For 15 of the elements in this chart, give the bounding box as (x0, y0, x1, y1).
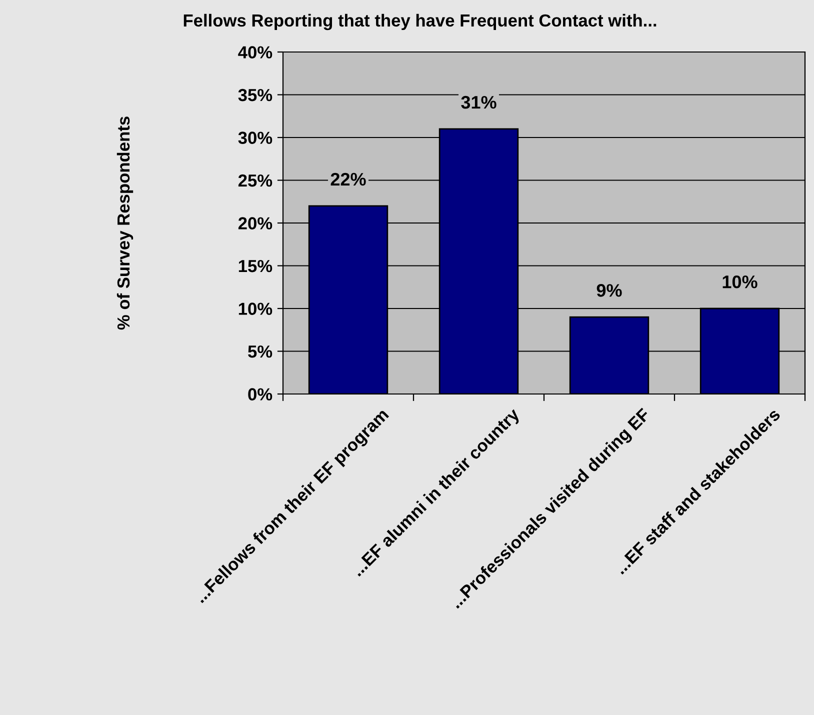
y-tick-label: 35% (238, 88, 272, 102)
y-tick-label: 10% (238, 302, 272, 315)
chart-title: Fellows Reporting that they have Frequent Contact with... (184, 14, 656, 30)
y-tick-label: 5% (248, 345, 272, 358)
y-tick-label: 40% (238, 46, 272, 58)
data-label: 22% (330, 172, 366, 186)
y-tick-label: 0% (248, 388, 272, 400)
y-tick-label: 30% (238, 132, 272, 144)
data-label: 10% (722, 275, 758, 288)
data-label: 9% (596, 284, 622, 297)
y-tick-label: 20% (238, 217, 272, 230)
y-axis-title: % of Survey Respondents (116, 116, 134, 330)
y-tick-label: 15% (238, 260, 272, 272)
data-label: 31% (461, 96, 496, 109)
y-tick-label: 25% (238, 174, 272, 187)
